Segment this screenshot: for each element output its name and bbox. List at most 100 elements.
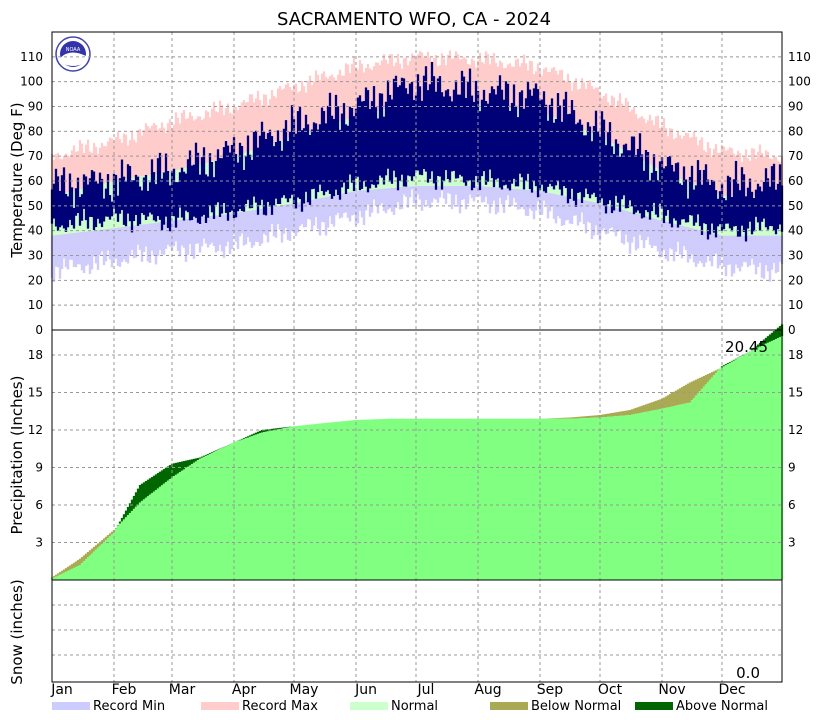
observed-bar	[500, 89, 504, 190]
normal-precip-bar	[180, 470, 184, 580]
observed-bar	[716, 198, 720, 227]
normal-precip-bar	[382, 418, 386, 580]
observed-bar	[574, 124, 578, 207]
record-min-bar	[474, 185, 478, 197]
normal-precip-bar	[466, 418, 470, 580]
normal-precip-bar	[522, 418, 526, 580]
record-min-bar	[534, 190, 538, 211]
observed-bar	[776, 183, 780, 230]
record-min-bar	[188, 218, 192, 245]
below-normal-bar	[646, 403, 650, 412]
below-normal-bar	[60, 570, 64, 574]
record-min-bar	[430, 185, 434, 203]
observed-bar	[536, 89, 540, 198]
observed-bar	[144, 174, 148, 220]
record-min-bar	[228, 213, 232, 254]
record-min-bar	[244, 211, 248, 245]
above-normal-bar	[754, 346, 758, 349]
month-label: May	[290, 682, 319, 698]
record-min-bar	[142, 224, 146, 252]
above-normal-bar	[174, 462, 178, 475]
record-min-bar	[556, 194, 560, 216]
record-min-bar	[136, 225, 140, 245]
record-min-bar	[122, 226, 126, 260]
observed-bar	[380, 93, 384, 178]
observed-bar	[112, 173, 116, 209]
normal-precip-bar	[282, 428, 286, 580]
above-normal-bar	[164, 467, 168, 483]
observed-bar	[330, 115, 334, 199]
temp-tick-label-left: 10	[28, 298, 43, 312]
above-normal-bar	[182, 461, 186, 470]
below-normal-bar	[106, 535, 110, 539]
record-min-bar	[710, 233, 714, 267]
normal-precip-bar	[724, 365, 728, 580]
normal-precip-bar	[290, 426, 294, 580]
observed-bar	[252, 131, 256, 197]
normal-precip-bar	[176, 473, 180, 580]
below-normal-bar	[712, 371, 716, 376]
above-normal-bar	[262, 429, 266, 433]
observed-bar	[708, 184, 712, 235]
normal-precip-bar	[686, 402, 690, 580]
observed-bar	[266, 133, 270, 202]
normal-precip-bar	[182, 469, 186, 580]
above-normal-bar	[144, 481, 148, 498]
observed-bar	[162, 172, 166, 225]
above-normal-bar	[260, 430, 264, 433]
record-min-bar	[218, 214, 222, 245]
below-normal-bar	[596, 415, 600, 418]
normal-precip-bar	[468, 418, 472, 580]
normal-precip-bar	[126, 515, 130, 580]
normal-precip-bar	[218, 449, 222, 580]
normal-precip-bar	[498, 418, 502, 580]
below-normal-bar	[628, 410, 632, 415]
normal-precip-bar	[244, 438, 248, 580]
record-min-bar	[182, 219, 186, 248]
observed-bar	[590, 141, 594, 195]
precip-tick-label-left: 18	[28, 348, 43, 362]
record-min-bar	[470, 185, 474, 199]
observed-bar	[132, 180, 136, 222]
observed-bar	[156, 158, 160, 217]
record-min-bar	[616, 208, 620, 232]
normal-precip-bar	[172, 476, 176, 580]
record-min-bar	[396, 187, 400, 202]
observed-bar	[290, 105, 294, 195]
normal-precip-bar	[662, 408, 666, 580]
observed-bar	[692, 189, 696, 226]
observed-bar	[566, 114, 570, 204]
observed-bar	[438, 76, 442, 177]
below-normal-bar	[574, 417, 578, 419]
observed-bar	[750, 191, 754, 235]
normal-precip-bar	[144, 497, 148, 580]
record-min-bar	[172, 220, 176, 247]
observed-bar	[474, 80, 478, 176]
observed-bar	[292, 119, 296, 205]
observed-bar	[390, 99, 394, 184]
record-min-bar	[628, 211, 632, 254]
normal-precip-bar	[694, 395, 698, 580]
observed-bar	[560, 121, 564, 196]
normal-precip-bar	[606, 416, 610, 580]
normal-precip-bar	[594, 417, 598, 580]
normal-precip-bar	[66, 570, 70, 580]
observed-bar	[200, 157, 204, 217]
observed-bar	[626, 150, 630, 209]
below-normal-bar	[554, 418, 558, 419]
normal-precip-bar	[196, 460, 200, 580]
record-min-bar	[548, 193, 552, 212]
below-normal-bar	[670, 392, 674, 407]
observed-bar	[206, 176, 210, 218]
observed-bar	[242, 169, 246, 212]
observed-bar	[778, 164, 782, 225]
normal-precip-bar	[524, 418, 528, 580]
record-min-bar	[256, 209, 260, 242]
record-min-bar	[258, 208, 262, 246]
record-min-bar	[268, 207, 272, 232]
record-min-bar	[486, 186, 490, 204]
record-min-bar	[460, 185, 464, 200]
normal-precip-bar	[252, 435, 256, 580]
observed-bar	[484, 100, 488, 185]
record-min-bar	[490, 187, 494, 205]
